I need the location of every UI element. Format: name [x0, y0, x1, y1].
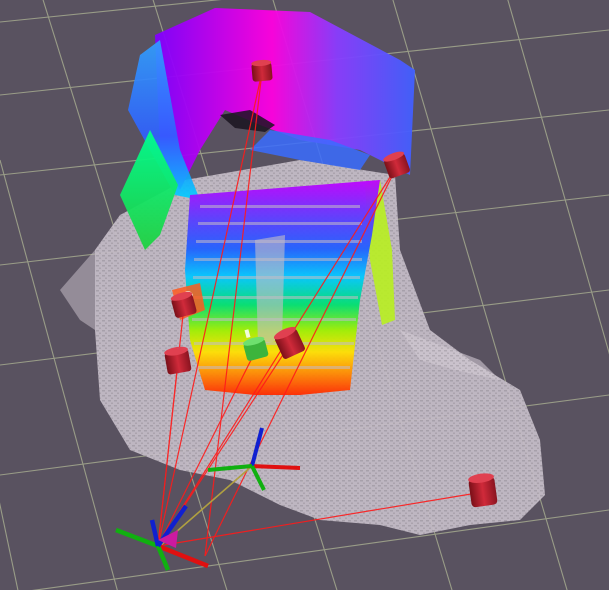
sensor-frame[interactable]: [207, 427, 301, 491]
grid-line: [0, 502, 19, 590]
landmark-cylinder[interactable]: [170, 290, 197, 318]
landmark-cylinder[interactable]: [272, 324, 306, 360]
grid-line: [507, 0, 609, 355]
grid-line: [0, 159, 118, 590]
landmark-cylinder[interactable]: [468, 472, 498, 508]
landmark-cylinder[interactable]: [382, 150, 411, 180]
grid-line: [31, 509, 609, 590]
robot-base-frame[interactable]: [115, 504, 209, 571]
landmark-cylinder[interactable]: [164, 345, 192, 375]
cylinder-landmarks[interactable]: [164, 59, 498, 508]
observation-rays: [157, 71, 484, 557]
landmark-cylinder[interactable]: [251, 59, 273, 82]
grid-line: [0, 0, 222, 23]
colored-point-cloud: [120, 8, 415, 395]
